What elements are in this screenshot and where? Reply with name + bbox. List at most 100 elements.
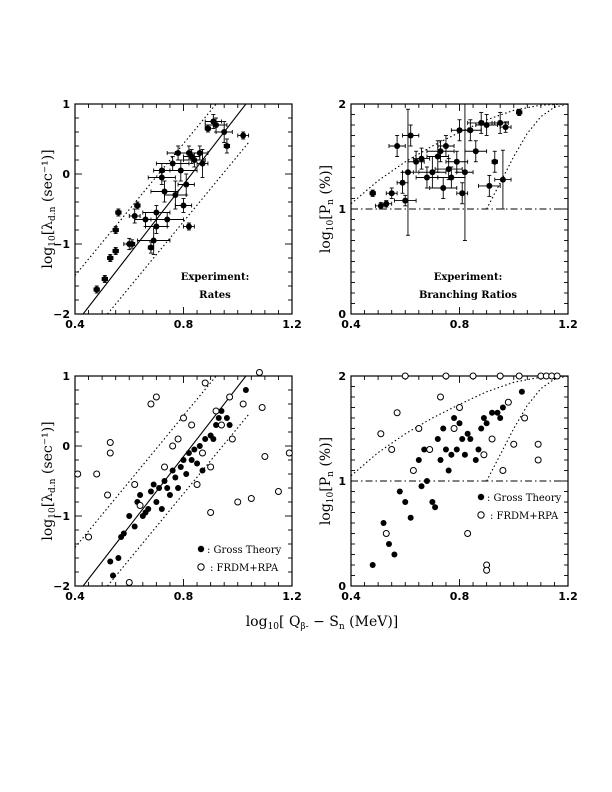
data-point-filled: [115, 209, 122, 216]
y-tick-label: −2: [53, 580, 70, 593]
data-point-open: [521, 414, 529, 422]
x-tick-label: 0.8: [174, 590, 194, 603]
data-point-filled: [158, 506, 165, 512]
x-axis-label: log10[ Qβ- − Sn (MeV)]: [246, 614, 399, 632]
model-line-dotted: [75, 376, 217, 548]
legend-marker-open-bl: [197, 563, 205, 571]
panel-branching-theory: 0.4 0.8 1.2 0 1 2 log10[Pn (%)] : Gross Theor…: [318, 370, 578, 603]
data-point-filled: [461, 169, 468, 176]
data-point-filled: [423, 174, 430, 181]
data-point-open: [201, 379, 209, 387]
data-point-filled: [169, 160, 176, 167]
data-point-open: [393, 409, 401, 417]
data-point-open: [239, 400, 247, 408]
data-point-open: [188, 421, 196, 429]
data-point-filled: [480, 415, 487, 421]
data-point-open: [106, 449, 114, 457]
data-point-filled: [418, 483, 425, 490]
x-tick-label: 0.8: [450, 590, 470, 603]
data-point-open: [258, 404, 266, 411]
data-point-filled: [467, 127, 474, 134]
data-point-filled: [499, 176, 506, 183]
data-point-filled: [242, 387, 249, 393]
data-point-open: [207, 509, 215, 516]
data-point-open: [515, 372, 523, 380]
data-point-open: [426, 446, 434, 453]
x-tick-label: 0.4: [65, 318, 85, 331]
data-point-open: [553, 372, 561, 380]
data-point-filled: [418, 155, 425, 162]
data-point-filled: [472, 457, 479, 463]
data-point-open: [496, 372, 504, 380]
data-point-filled: [478, 425, 485, 432]
annot-tl-line2: Rates: [199, 290, 231, 301]
data-point-filled: [120, 530, 127, 537]
x-tick-label: 0.8: [450, 318, 470, 331]
y-tick-label: 2: [338, 98, 346, 111]
data-point-filled: [145, 506, 152, 512]
model-line-dotted: [107, 414, 250, 586]
data-point-filled: [415, 457, 422, 463]
data-point-filled: [196, 150, 203, 156]
data-point-open: [450, 425, 458, 432]
data-point-open: [161, 463, 169, 471]
data-point-filled: [407, 132, 414, 139]
data-point-filled: [218, 408, 225, 414]
y-tick-label: 0: [62, 440, 70, 453]
data-point-open: [217, 421, 225, 429]
panel-branching-experiment: 0.4 0.8 1.2 0 1 2 log10[Pn (%)] Experiment: B…: [318, 98, 578, 331]
data-point-filled: [377, 202, 384, 209]
data-point-open: [261, 453, 269, 460]
data-point-filled: [240, 132, 247, 139]
data-point-filled: [472, 148, 479, 155]
data-point-filled: [223, 415, 230, 421]
data-point-open: [207, 463, 215, 471]
data-point-filled: [459, 436, 466, 442]
data-point-open: [456, 404, 463, 411]
data-point-open: [169, 442, 177, 450]
data-point-open: [104, 491, 112, 499]
data-point-filled: [161, 478, 168, 484]
data-point-filled: [101, 276, 108, 282]
data-point-filled: [369, 190, 376, 197]
model-line-dotted: [486, 104, 568, 210]
data-point-filled: [221, 129, 228, 135]
data-point-filled: [399, 179, 406, 186]
data-point-filled: [402, 197, 409, 204]
y-tick-label: 0: [338, 308, 346, 321]
data-point-open: [488, 435, 496, 443]
data-point-filled: [112, 248, 119, 254]
data-point-filled: [429, 499, 436, 505]
data-point-filled: [183, 471, 190, 477]
data-point-filled: [131, 213, 138, 219]
data-point-filled: [380, 520, 387, 526]
data-point-filled: [483, 122, 490, 128]
y-tick-label: 2: [338, 370, 346, 383]
data-point-open: [147, 400, 155, 408]
data-point-filled: [494, 409, 501, 416]
data-point-filled: [442, 143, 449, 149]
data-point-open: [226, 393, 234, 401]
data-point-open: [136, 502, 144, 509]
data-point-filled: [516, 109, 523, 116]
data-point-filled: [131, 523, 138, 530]
data-point-filled: [213, 122, 220, 128]
data-point-open: [198, 449, 206, 457]
legend-frdm-br: : FRDM+RPA: [490, 511, 559, 522]
data-point-filled: [445, 467, 452, 474]
data-point-filled: [440, 425, 447, 432]
data-point-filled: [180, 202, 187, 209]
data-point-filled: [502, 124, 509, 131]
data-point-filled: [421, 446, 428, 453]
data-point-filled: [153, 499, 160, 505]
annot-tr-line1: Experiment:: [434, 272, 503, 283]
data-point-filled: [437, 148, 444, 155]
data-point-filled: [150, 237, 157, 244]
data-point-open: [437, 393, 445, 401]
x-tick-label: 1.2: [282, 590, 302, 603]
y-tick-label: −1: [53, 238, 70, 251]
data-point-open: [510, 440, 518, 448]
annot-tl-line1: Experiment:: [181, 272, 250, 283]
ylabel-tl: log10[λd.n (sec⁻¹)]: [40, 149, 58, 268]
data-point-filled: [475, 446, 482, 453]
